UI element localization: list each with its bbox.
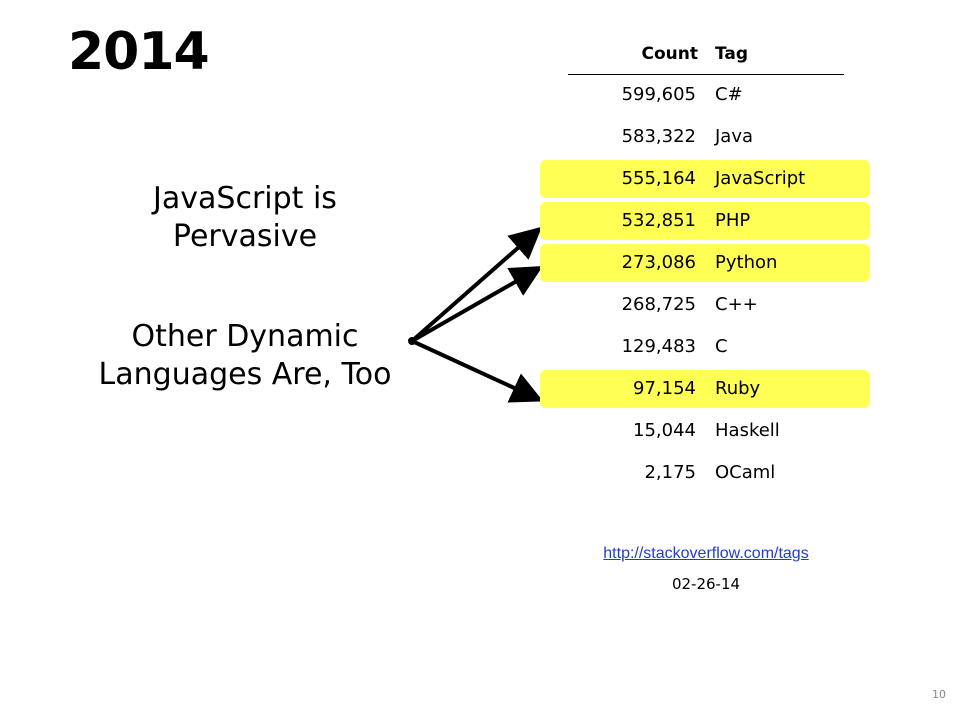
- row-count: 15,044: [633, 420, 696, 441]
- table-row: 129,483 C: [540, 328, 870, 366]
- row-tag: C++: [715, 294, 758, 315]
- row-tag: C: [715, 336, 728, 357]
- row-count: 97,154: [633, 378, 696, 399]
- table-row: 15,044 Haskell: [540, 412, 870, 450]
- row-count: 532,851: [621, 210, 696, 231]
- table-header: Count Tag: [568, 40, 844, 75]
- row-count: 555,164: [621, 168, 696, 189]
- table-row: 583,322 Java: [540, 118, 870, 156]
- row-count: 129,483: [621, 336, 696, 357]
- row-tag: PHP: [715, 210, 751, 231]
- source-link[interactable]: http://stackoverflow.com/tags: [603, 545, 809, 562]
- slide-title: 2014: [68, 22, 210, 82]
- row-count: 2,175: [644, 462, 696, 483]
- row-count: 268,725: [621, 294, 696, 315]
- table-row: 2,175 OCaml: [540, 454, 870, 492]
- row-tag: Haskell: [715, 420, 780, 441]
- row-tag: Java: [715, 126, 754, 147]
- row-tag: Ruby: [715, 378, 761, 399]
- header-tag: Tag: [715, 44, 749, 64]
- arrow-to-php: [410, 226, 543, 343]
- row-count: 599,605: [621, 84, 696, 105]
- table-row: 555,164 JavaScript: [540, 160, 870, 198]
- table-row: 532,851 PHP: [540, 202, 870, 240]
- row-tag: JavaScript: [715, 168, 806, 189]
- arrow-to-python: [411, 266, 543, 343]
- table-row: 268,725 C++: [540, 286, 870, 324]
- table-row: 273,086 Python: [540, 244, 870, 282]
- arrow-to-ruby: [411, 339, 544, 403]
- row-tag: Python: [715, 252, 778, 273]
- table-row: 97,154 Ruby: [540, 370, 870, 408]
- row-count: 273,086: [621, 252, 696, 273]
- claim-other-dynamic-languages: Other Dynamic Languages Are, Too: [98, 319, 392, 393]
- claim-javascript-pervasive: JavaScript is Pervasive: [153, 181, 337, 255]
- page-number: 10: [932, 688, 946, 701]
- source-date: 02-26-14: [671, 575, 741, 593]
- header-count: Count: [641, 44, 699, 64]
- table-row: 599,605 C#: [540, 76, 870, 114]
- row-tag: C#: [715, 84, 743, 105]
- row-tag: OCaml: [715, 462, 776, 483]
- row-count: 583,322: [621, 126, 696, 147]
- tag-table: 599,605 C# 583,322 Java 555,164 JavaScript 532…: [540, 76, 870, 496]
